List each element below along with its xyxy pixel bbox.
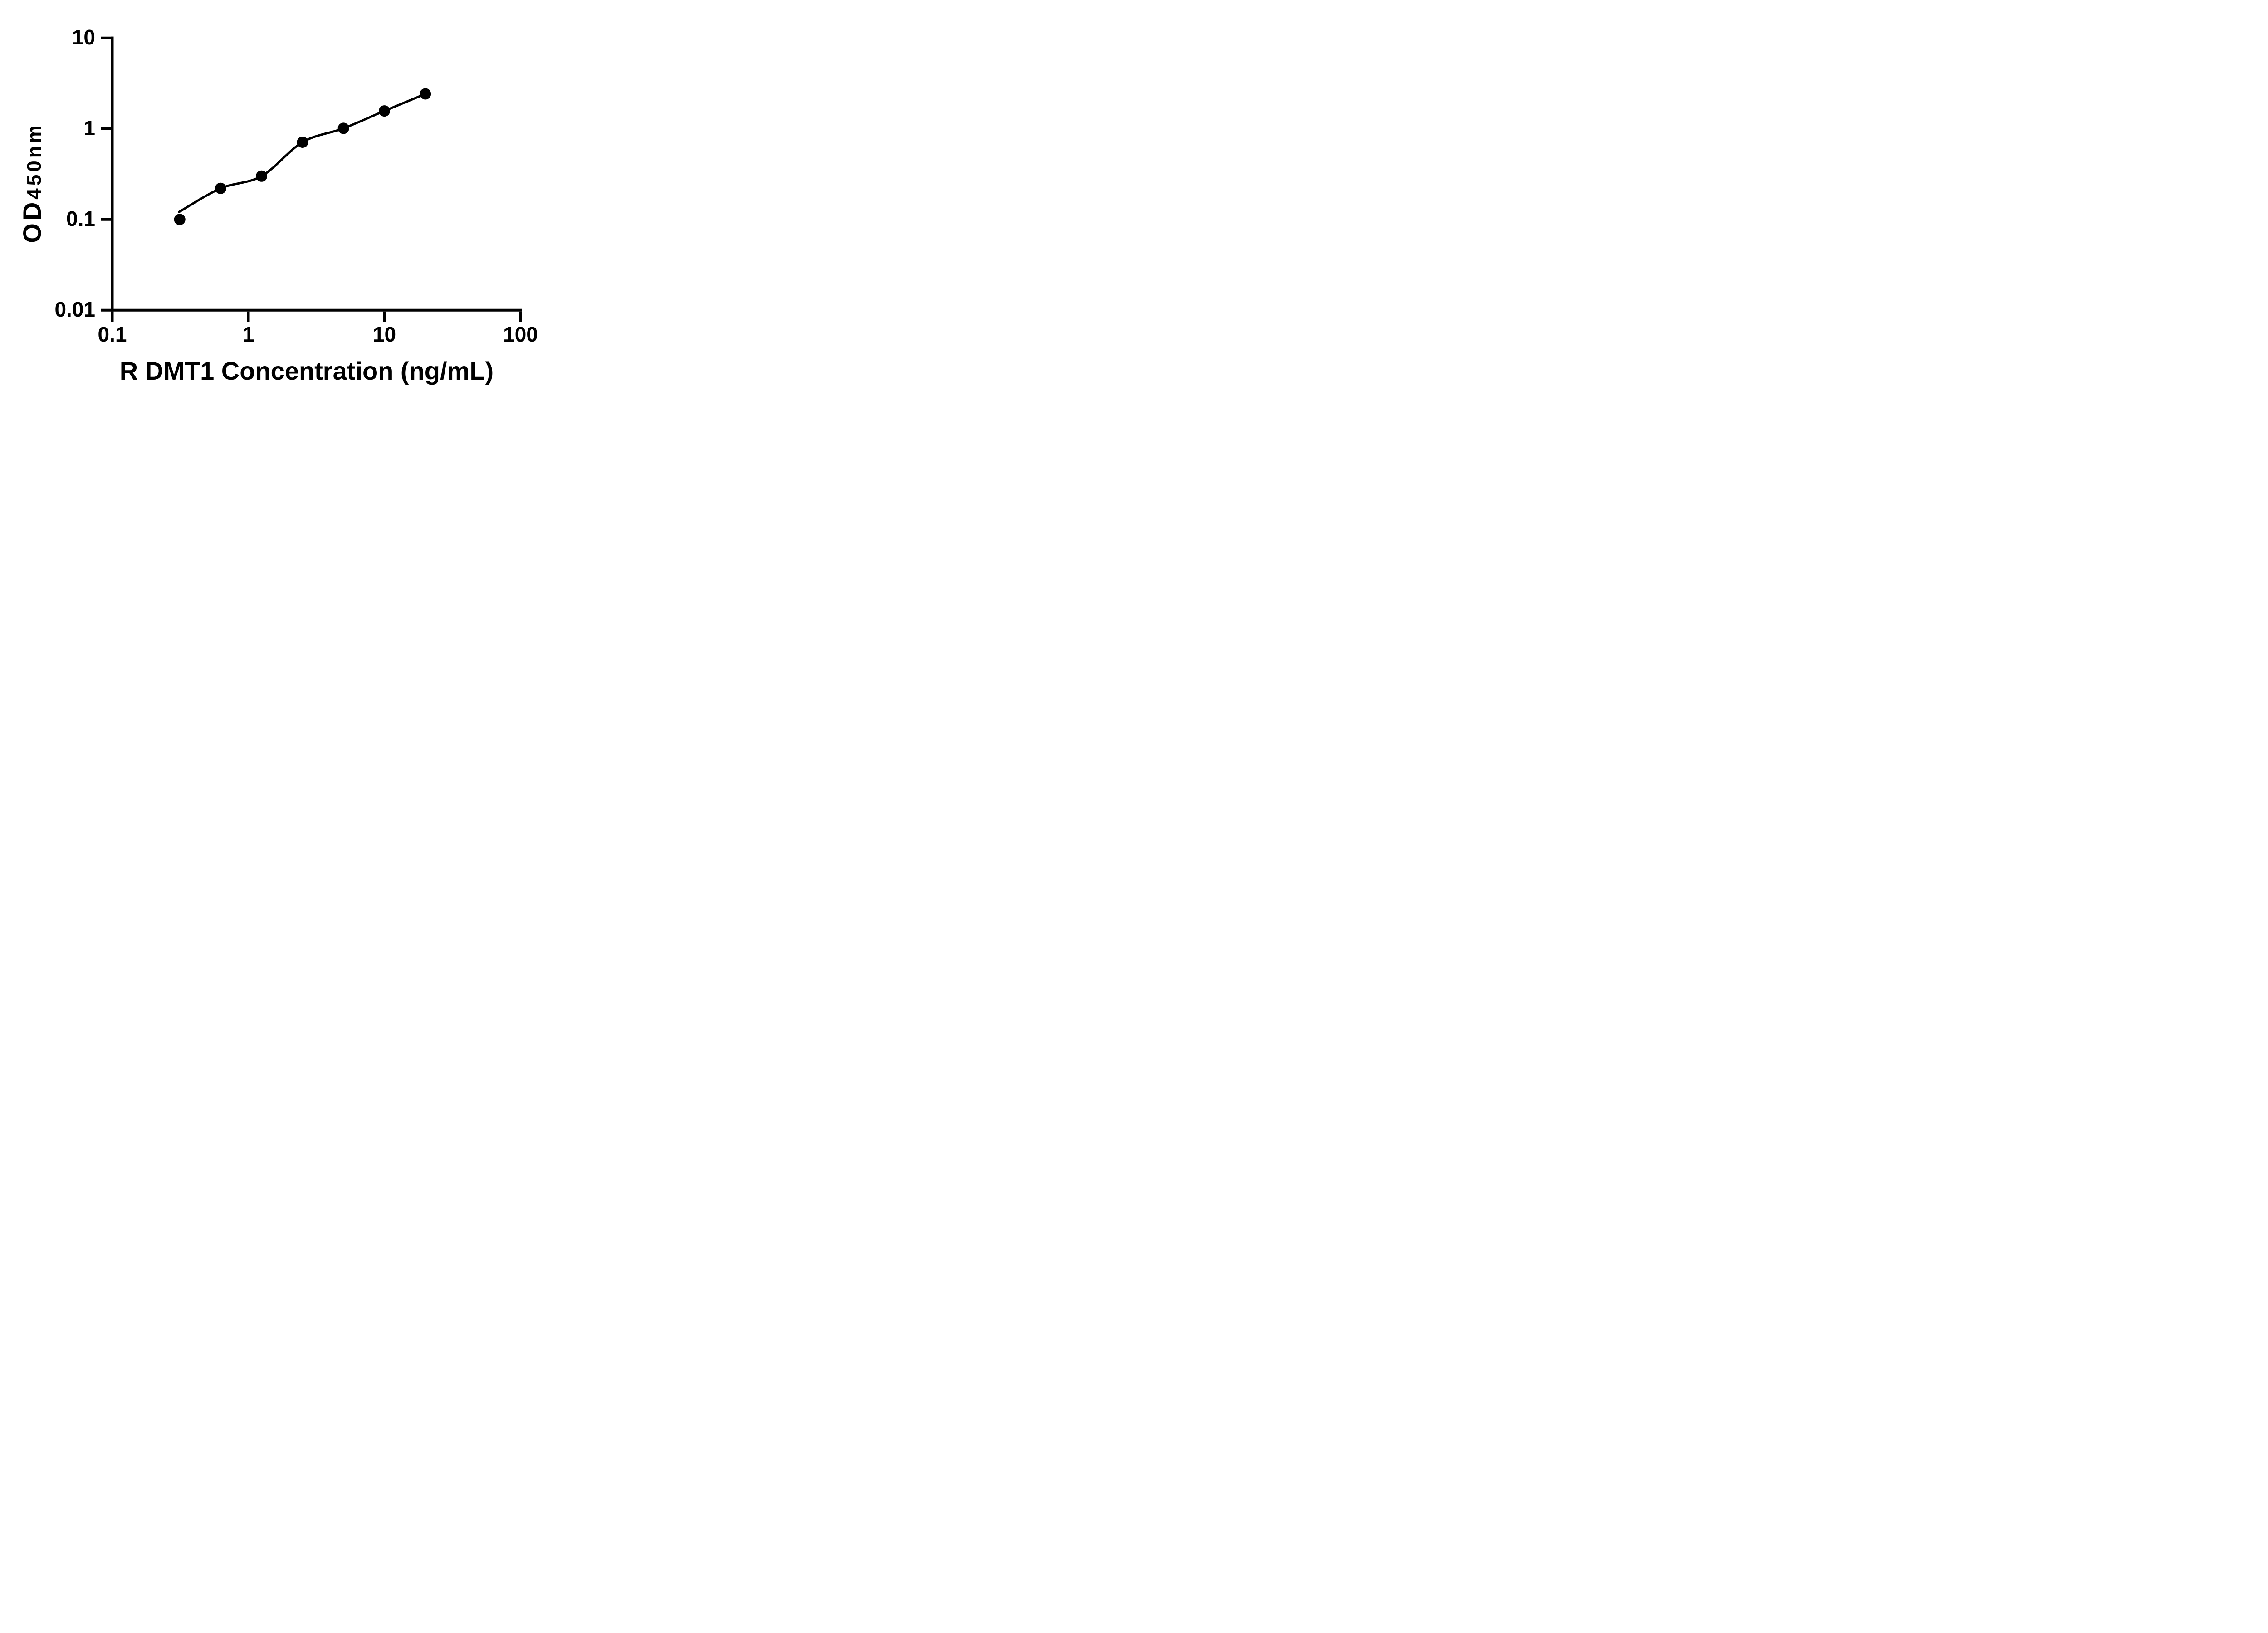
x-tick-mark: [383, 311, 386, 322]
y-axis-title-main: OD: [18, 199, 46, 243]
y-tick-mark: [101, 308, 111, 312]
y-axis-title-subscript: 450nm: [23, 122, 45, 200]
x-tick-label: 100: [503, 323, 538, 346]
data-point: [297, 137, 308, 148]
y-axis-line: [111, 36, 114, 312]
data-point: [174, 214, 186, 225]
y-tick-label: 0.01: [54, 297, 95, 321]
elisa-standard-curve-figure: 10 1 0.1 0.01 0.1 1 10 100 R DMT1 Concentratio…: [0, 0, 583, 408]
plot-area: [101, 36, 522, 322]
data-point: [379, 105, 390, 117]
x-tick-mark: [111, 311, 114, 322]
x-tick-mark: [519, 311, 522, 322]
x-tick-label: 0.1: [98, 323, 127, 346]
y-tick-mark: [101, 36, 111, 39]
y-tick-mark: [101, 127, 111, 130]
data-point: [215, 182, 226, 194]
y-axis-title: OD 450nm: [17, 42, 54, 323]
y-tick-label: 10: [72, 25, 95, 49]
x-axis-line: [111, 308, 522, 312]
data-points: [174, 88, 431, 225]
y-tick-label: 1: [83, 116, 95, 140]
x-axis-title: R DMT1 Concentration (ng/mL): [119, 357, 494, 385]
data-point: [420, 88, 431, 100]
y-tick-label: 0.1: [66, 206, 95, 230]
x-tick-mark: [247, 311, 250, 322]
data-point: [337, 122, 349, 134]
data-point: [256, 170, 268, 182]
x-tick-label: 1: [242, 323, 254, 346]
x-tick-label: 10: [372, 323, 396, 346]
y-tick-mark: [101, 218, 111, 221]
tick-marks: [101, 36, 522, 322]
